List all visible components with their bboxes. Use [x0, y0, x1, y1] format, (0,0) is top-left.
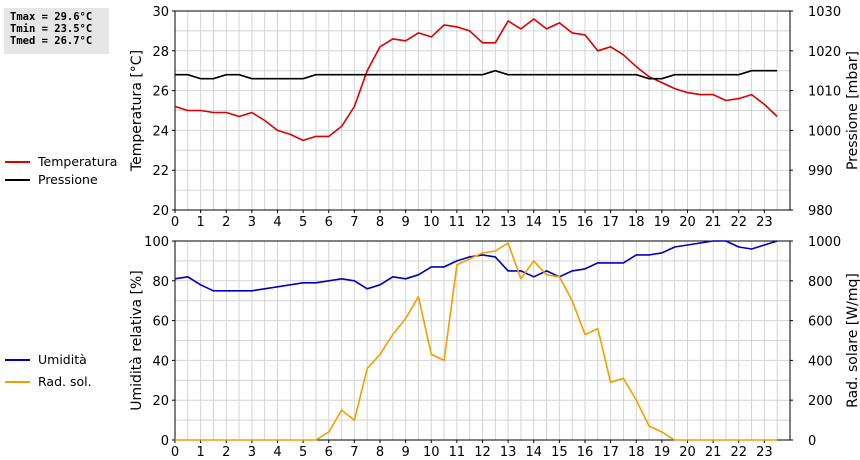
stats-box: Tmax = 29.6°C Tmin = 23.5°C Tmed = 26.7°… [4, 8, 109, 54]
x-tick-label: 10 [423, 215, 440, 230]
x-tick-label: 13 [500, 215, 517, 230]
left-axis-title: Umidità relativa [%] [129, 270, 145, 411]
x-tick-label: 2 [222, 215, 230, 230]
left-tick-label: 22 [152, 164, 169, 179]
x-tick-label: 12 [474, 445, 491, 460]
x-tick-label: 9 [401, 215, 409, 230]
x-tick-label: 4 [273, 215, 281, 230]
left-tick-label: 24 [152, 124, 169, 139]
right-tick-label: 800 [808, 275, 833, 290]
x-tick-label: 17 [602, 445, 619, 460]
legend-label: Rad. sol. [38, 374, 92, 389]
x-tick-label: 11 [449, 215, 466, 230]
x-tick-label: 8 [376, 215, 384, 230]
x-tick-label: 3 [248, 215, 256, 230]
right-tick-label: 1000 [808, 124, 841, 139]
series-line-temperatura [174, 18, 778, 142]
right-tick-label: 980 [808, 204, 833, 219]
x-tick-label: 16 [577, 445, 594, 460]
tmin-label: Tmin = 23.5°C [10, 23, 93, 35]
x-tick-label: 22 [730, 445, 747, 460]
x-tick-label: 19 [654, 445, 671, 460]
tmed-label: Tmed = 26.7°C [10, 35, 93, 47]
right-tick-label: 0 [808, 434, 816, 449]
left-tick-label: 28 [152, 45, 169, 60]
x-tick-label: 17 [602, 215, 619, 230]
left-tick-label: 20 [152, 204, 169, 219]
x-tick-label: 4 [273, 445, 281, 460]
x-tick-label: 10 [423, 445, 440, 460]
x-tick-label: 23 [756, 445, 773, 460]
x-tick-label: 22 [730, 215, 747, 230]
right-tick-label: 200 [808, 394, 833, 409]
x-tick-label: 2 [222, 445, 230, 460]
left-axis-title: Temperatura [°C] [129, 50, 145, 172]
x-tick-label: 9 [401, 445, 409, 460]
x-tick-label: 12 [474, 215, 491, 230]
x-tick-label: 20 [679, 445, 696, 460]
left-tick-label: 30 [152, 5, 169, 20]
x-tick-label: 15 [551, 445, 568, 460]
x-tick-label: 14 [525, 215, 542, 230]
right-tick-label: 990 [808, 164, 833, 179]
x-tick-label: 8 [376, 445, 384, 460]
x-tick-label: 0 [171, 445, 179, 460]
series-line-rad-sol- [175, 242, 778, 441]
x-tick-label: 19 [654, 215, 671, 230]
x-tick-label: 6 [325, 215, 333, 230]
x-tick-label: 23 [756, 215, 773, 230]
right-tick-label: 600 [808, 315, 833, 330]
x-tick-label: 13 [500, 445, 517, 460]
x-tick-label: 11 [449, 445, 466, 460]
x-tick-label: 6 [325, 445, 333, 460]
legend-label: Temperatura [37, 154, 117, 169]
x-tick-label: 18 [628, 445, 645, 460]
x-tick-label: 20 [679, 215, 696, 230]
legend-label: Pressione [38, 172, 98, 187]
left-tick-label: 80 [152, 275, 169, 290]
x-tick-label: 5 [299, 445, 307, 460]
x-tick-label: 21 [705, 445, 722, 460]
right-tick-label: 1000 [808, 235, 841, 250]
series-line-pressione [175, 69, 778, 80]
x-tick-label: 16 [577, 215, 594, 230]
left-tick-label: 40 [152, 354, 169, 369]
tmax-label: Tmax = 29.6°C [10, 11, 93, 23]
left-tick-label: 100 [144, 235, 169, 250]
right-tick-label: 1030 [808, 5, 841, 20]
right-axis-title: Rad. solare [W/mq] [845, 273, 860, 408]
right-tick-label: 1020 [808, 45, 841, 60]
left-tick-label: 20 [152, 394, 169, 409]
right-tick-label: 1010 [808, 85, 841, 100]
x-tick-label: 7 [350, 445, 358, 460]
x-tick-label: 14 [525, 445, 542, 460]
x-tick-label: 7 [350, 215, 358, 230]
x-tick-label: 18 [628, 215, 645, 230]
x-tick-label: 5 [299, 215, 307, 230]
legend-label: Umidità [38, 352, 87, 367]
x-tick-label: 1 [196, 215, 204, 230]
x-tick-label: 0 [171, 215, 179, 230]
right-axis-title: Pressione [mbar] [845, 51, 860, 170]
x-tick-label: 15 [551, 215, 568, 230]
x-tick-label: 21 [705, 215, 722, 230]
left-tick-label: 26 [152, 85, 169, 100]
left-tick-label: 60 [152, 315, 169, 330]
right-tick-label: 400 [808, 354, 833, 369]
x-tick-label: 3 [248, 445, 256, 460]
left-tick-label: 0 [161, 434, 169, 449]
x-tick-label: 1 [196, 445, 204, 460]
